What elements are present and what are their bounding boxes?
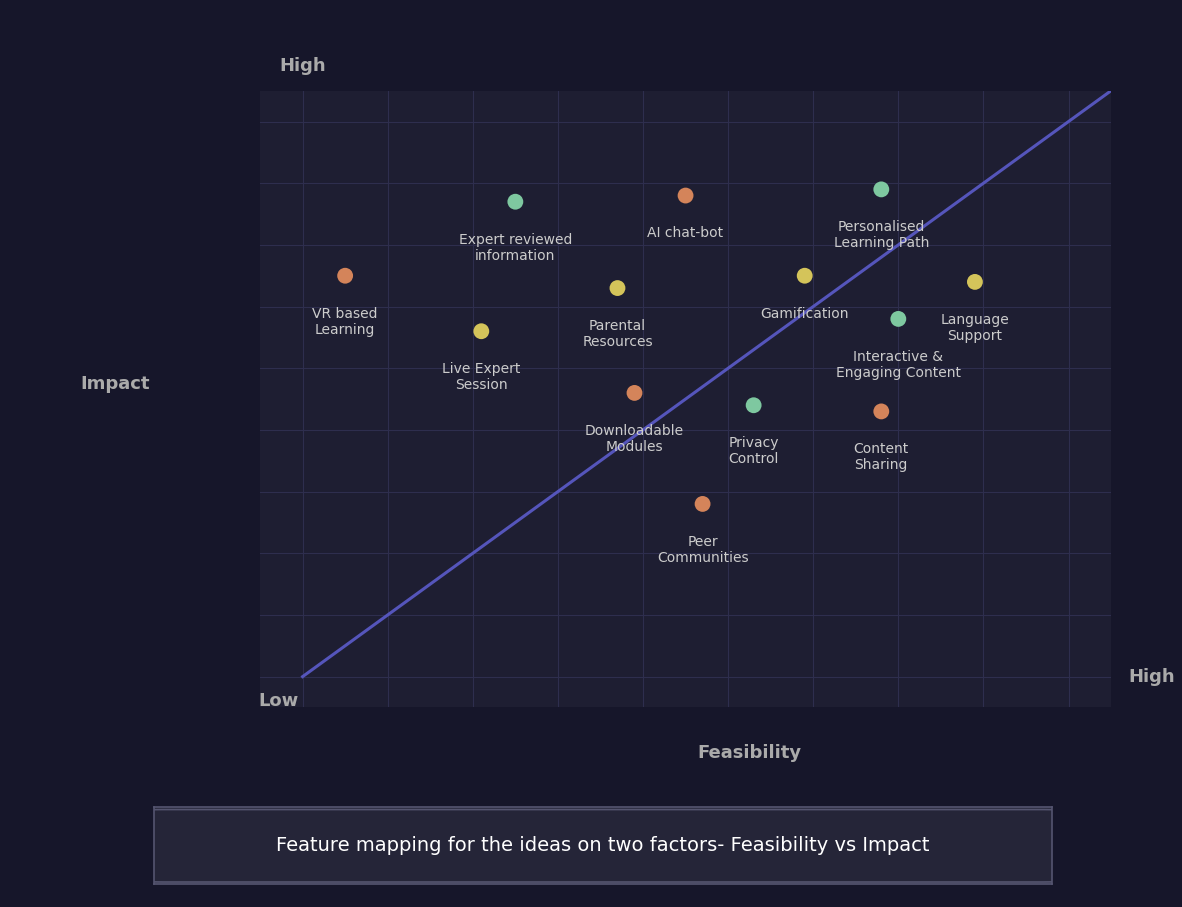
- Text: Feasibility: Feasibility: [697, 745, 801, 763]
- Text: Feature mapping for the ideas on two factors- Feasibility vs Impact: Feature mapping for the ideas on two fac…: [277, 836, 929, 855]
- Point: [625, 385, 644, 400]
- Text: Personalised
Learning Path: Personalised Learning Path: [833, 220, 929, 250]
- Point: [608, 281, 626, 296]
- Point: [745, 398, 764, 413]
- Text: Interactive &
Engaging Content: Interactive & Engaging Content: [836, 350, 961, 380]
- Text: AI chat-bot: AI chat-bot: [648, 227, 723, 240]
- Text: Expert reviewed
information: Expert reviewed information: [459, 232, 572, 263]
- Text: Impact: Impact: [80, 375, 150, 393]
- Text: VR based
Learning: VR based Learning: [312, 307, 378, 336]
- Text: Parental
Resources: Parental Resources: [583, 319, 652, 349]
- Point: [795, 268, 814, 283]
- Text: High: High: [279, 57, 326, 75]
- Point: [676, 189, 695, 203]
- Text: Privacy
Control: Privacy Control: [728, 436, 779, 466]
- Point: [966, 275, 985, 289]
- Text: Downloadable
Modules: Downloadable Modules: [585, 424, 684, 454]
- Point: [872, 405, 891, 419]
- Text: Content
Sharing: Content Sharing: [853, 443, 909, 473]
- Text: Gamification: Gamification: [760, 307, 849, 320]
- Point: [506, 194, 525, 209]
- Text: Peer
Communities: Peer Communities: [657, 535, 748, 565]
- Point: [472, 324, 491, 338]
- Point: [336, 268, 355, 283]
- Point: [889, 312, 908, 327]
- Text: Low: Low: [258, 692, 298, 710]
- Point: [872, 182, 891, 197]
- FancyBboxPatch shape: [144, 810, 1061, 882]
- Text: Language
Support: Language Support: [941, 313, 1009, 343]
- Text: High: High: [1128, 668, 1175, 686]
- Point: [693, 497, 712, 512]
- Text: Live Expert
Session: Live Expert Session: [442, 362, 520, 392]
